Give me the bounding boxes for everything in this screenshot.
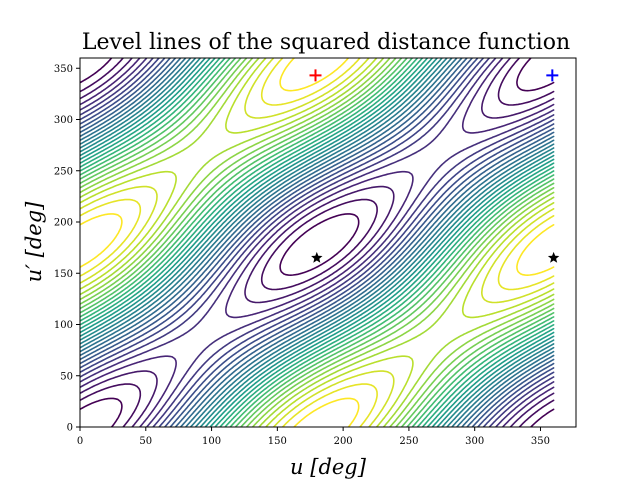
contour-level-line xyxy=(80,58,555,427)
contour-level-line xyxy=(80,58,555,427)
contour-level-line xyxy=(80,58,555,427)
contour-level-line xyxy=(80,58,555,427)
x-tick-label: 150 xyxy=(268,436,287,447)
contour-level-line xyxy=(80,58,555,427)
y-tick-label: 0 xyxy=(67,423,73,434)
contour-level-line xyxy=(80,58,555,427)
y-tick-label: 100 xyxy=(54,320,73,331)
x-axis-label: u [deg] xyxy=(290,455,367,479)
plus-marker xyxy=(309,69,322,82)
contour-level-line xyxy=(80,58,555,427)
x-tick-label: 250 xyxy=(399,436,418,447)
y-tick-label: 200 xyxy=(54,218,73,229)
x-tick-label: 350 xyxy=(531,436,550,447)
star-marker xyxy=(547,251,560,263)
y-tick-label: 250 xyxy=(54,166,73,177)
x-tick-label: 50 xyxy=(139,436,152,447)
x-tick-label: 200 xyxy=(334,436,353,447)
y-tick-label: 300 xyxy=(54,115,73,126)
y-tick-label: 150 xyxy=(54,269,73,280)
contour-level-line xyxy=(80,58,555,427)
contour-level-line xyxy=(80,58,555,427)
contour-level-line xyxy=(80,58,555,427)
x-tick-label: 0 xyxy=(77,436,83,447)
contour-level-line xyxy=(80,58,555,427)
star-marker xyxy=(311,251,323,263)
contour-level-line xyxy=(80,58,555,427)
contour-level-line xyxy=(80,58,555,427)
y-axis-label: u′ [deg] xyxy=(22,201,46,282)
markers xyxy=(309,69,560,263)
y-axis: 0 50 100 150 200 250 300 350 xyxy=(54,64,80,434)
plus-marker xyxy=(546,69,559,82)
contour-level-line xyxy=(80,58,555,427)
contour-level-line xyxy=(80,58,555,427)
y-tick-label: 350 xyxy=(54,64,73,75)
contour-level-line xyxy=(80,58,555,427)
contour-level-line xyxy=(80,58,555,427)
chart-title: Level lines of the squared distance func… xyxy=(82,30,570,55)
contour-level-line xyxy=(80,58,555,427)
x-tick-label: 100 xyxy=(202,436,221,447)
plot-frame xyxy=(79,57,577,428)
y-tick-label: 50 xyxy=(60,371,73,382)
x-axis: 0 50 100 150 200 250 300 350 xyxy=(77,427,550,447)
x-tick-label: 300 xyxy=(465,436,484,447)
